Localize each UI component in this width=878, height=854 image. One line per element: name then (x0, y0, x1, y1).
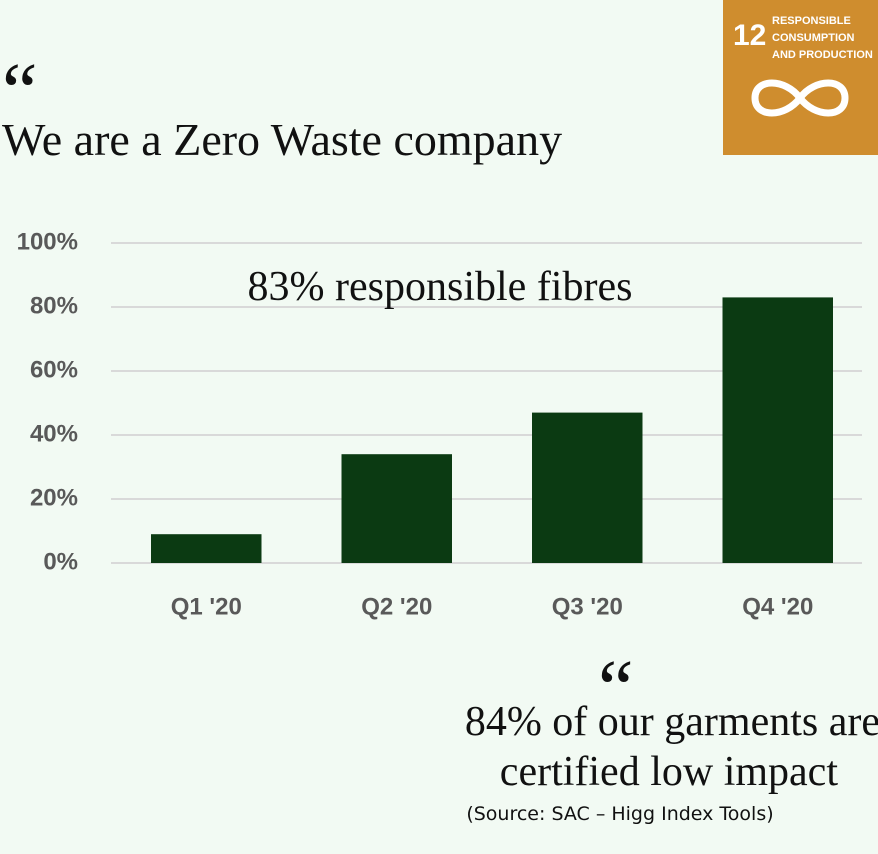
quote-mark: “ (598, 645, 634, 733)
x-tick-label: Q1 '20 (171, 593, 242, 620)
badge-background (723, 0, 878, 155)
page-title: We are a Zero Waste company (2, 114, 562, 165)
footer-line: certified low impact (500, 749, 839, 795)
annotation: 83% responsible fibres (248, 264, 633, 310)
y-tick-label: 40% (30, 420, 78, 447)
quote-mark: “ (2, 48, 38, 136)
bar (151, 534, 262, 563)
y-tick-label: 100% (17, 228, 78, 255)
y-tick-label: 80% (30, 292, 78, 319)
x-tick-label: Q3 '20 (552, 593, 623, 620)
infinity-icon (751, 79, 849, 117)
bar (532, 412, 643, 563)
footer-line: 84% of our garments are (465, 699, 878, 745)
bar (722, 297, 833, 563)
y-tick-label: 60% (30, 356, 78, 383)
x-tick-label: Q4 '20 (742, 593, 813, 620)
badge-line: CONSUMPTION (772, 32, 855, 44)
badge-line: AND PRODUCTION (772, 49, 873, 61)
badge-line: RESPONSIBLE (772, 15, 851, 27)
sdg-badge: 12 RESPONSIBLE CONSUMPTION AND PRODUCTIO… (723, 0, 878, 155)
y-tick-label: 20% (30, 484, 78, 511)
source-note: (Source: SAC – Higg Index Tools) (466, 803, 773, 825)
x-tick-label: Q2 '20 (361, 593, 432, 620)
bar (341, 454, 452, 563)
badge-number: 12 (733, 19, 766, 52)
y-tick-label: 0% (43, 548, 78, 575)
